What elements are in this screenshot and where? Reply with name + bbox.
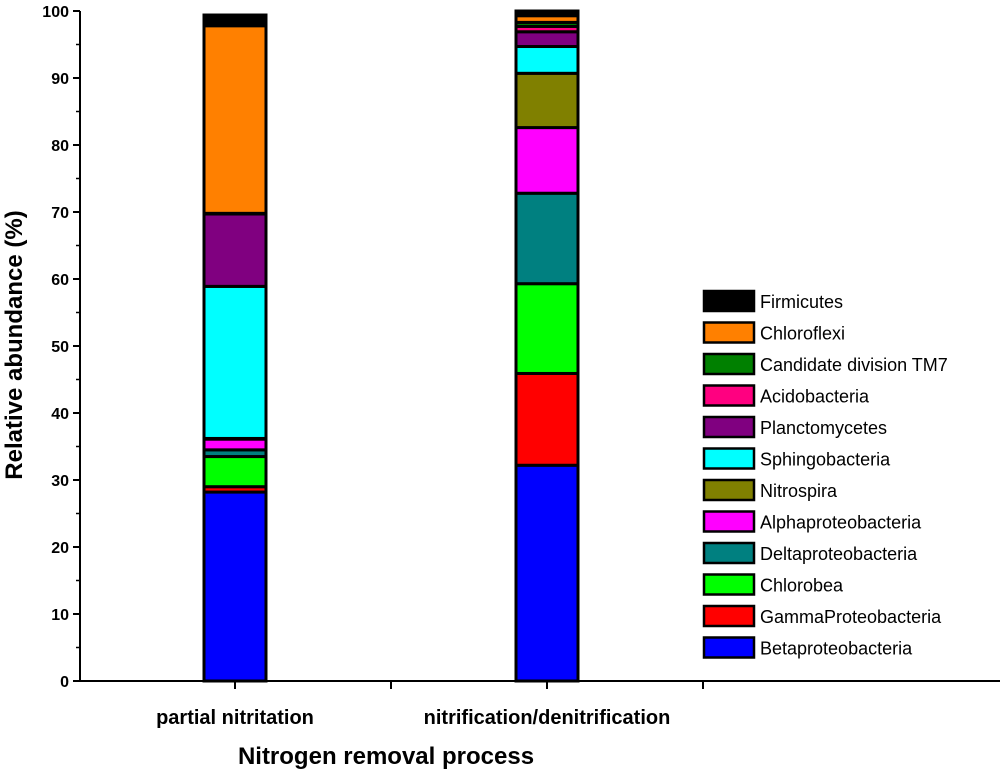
bar-segment [202,13,268,28]
y-tick-label: 60 [51,272,69,289]
bar-segment [202,455,268,489]
legend-item: Planctomycetes [702,415,887,439]
y-tick-label: 80 [51,138,69,155]
legend-swatch [702,510,756,533]
x-tick-label: nitrification/denitrification [424,707,671,729]
legend-item: Alphaproteobacteria [702,510,922,533]
legend-swatch [702,321,756,344]
x-axis: partial nitritation nitrification/denitri… [80,680,1000,729]
legend-item: Chloroflexi [702,321,845,344]
legend: Firmicutes Chloroflexi Candidate division … [702,289,948,659]
legend-swatch [702,384,756,407]
y-tick-label: 90 [51,71,69,88]
bar-segment [514,463,580,683]
bar-segment [514,9,580,18]
y-tick-label: 20 [51,540,69,557]
legend-swatch [702,636,756,659]
legend-item: Firmicutes [702,289,843,313]
bar-segment [514,45,580,75]
legend-item: Candidate division TM7 [702,352,948,376]
legend-label: Deltaproteobacteria [760,544,918,564]
legend-swatch [702,604,756,628]
y-axis: 0 10 20 30 40 50 60 70 80 90 100 [42,4,81,691]
y-axis-title: Relative abundance (%) [1,210,28,479]
legend-swatch [702,478,756,502]
y-tick-label: 0 [60,674,69,691]
legend-label: Betaproteobacteria [760,639,913,659]
legend-item: Betaproteobacteria [702,636,913,659]
legend-item: GammaProteobacteria [702,604,942,628]
bar-segment [202,284,268,440]
legend-swatch [702,573,756,596]
bar-segment [202,24,268,215]
legend-swatch [702,289,756,313]
bar-stack [202,13,268,683]
legend-item: Sphingobacteria [702,447,891,470]
bar-segment [514,282,580,375]
y-tick-label: 100 [42,4,69,21]
bar-stack [514,9,580,683]
legend-label: Nitrospira [760,481,838,501]
x-tick-label: partial nitritation [156,707,314,729]
bar-segment [202,212,268,288]
legend-item: Acidobacteria [702,384,870,407]
legend-swatch [702,352,756,376]
legend-swatch [702,447,756,470]
legend-item: Chlorobea [702,573,844,596]
bar-segment [202,437,268,452]
x-axis-title: Nitrogen removal process [238,743,534,770]
legend-label: GammaProteobacteria [760,607,942,627]
bar-segment [514,191,580,286]
bar-segment [514,71,580,130]
legend-label: Planctomycetes [760,418,887,438]
bar-segment [514,126,580,195]
y-tick-label: 70 [51,205,69,222]
legend-label: Chlorobea [760,576,844,596]
bar-segment [202,490,268,683]
bars [202,9,580,683]
legend-item: Nitrospira [702,478,838,502]
legend-swatch [702,415,756,439]
legend-label: Firmicutes [760,292,843,312]
legend-label: Alphaproteobacteria [760,513,922,533]
y-tick-label: 40 [51,406,69,423]
legend-label: Sphingobacteria [760,450,891,470]
legend-item: Deltaproteobacteria [702,541,918,565]
legend-label: Candidate division TM7 [760,355,948,375]
y-tick-label: 50 [51,339,69,356]
legend-swatch [702,541,756,565]
y-tick-label: 10 [51,607,69,624]
bar-segment [514,371,580,467]
bar-segment [514,30,580,49]
legend-label: Acidobacteria [760,387,870,407]
y-tick-label: 30 [51,473,69,490]
legend-label: Chloroflexi [760,324,845,344]
